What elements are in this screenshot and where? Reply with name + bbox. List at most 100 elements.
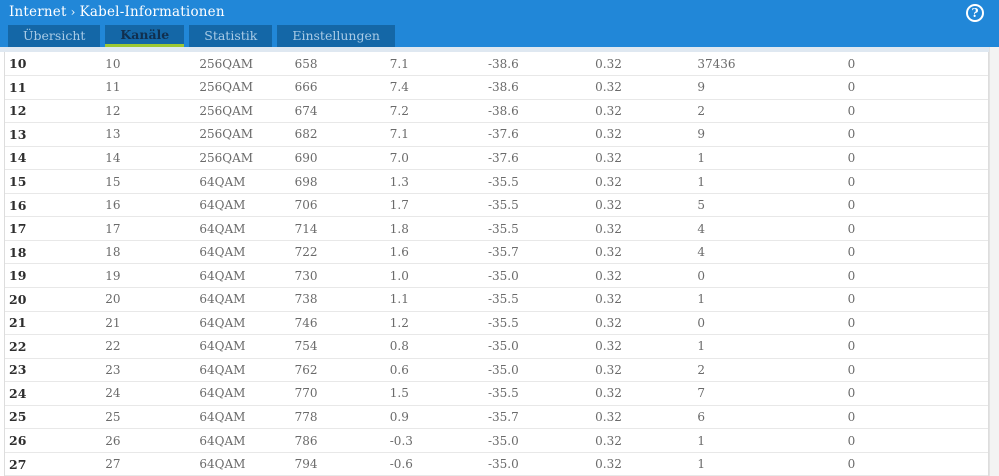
cell-frequency: 674 (290, 99, 386, 124)
cell-errors_correctable: 1 (693, 146, 844, 171)
cell-frequency: 770 (290, 381, 386, 406)
table-row: 19 19 64QAM 730 1.0 -35.0 0.32 0 0 (5, 263, 988, 288)
cell-latency: 0.32 (591, 122, 694, 147)
cell-frequency: 682 (290, 122, 386, 147)
cell-errors_correctable: 1 (693, 287, 844, 312)
cell-power: 1.6 (385, 240, 484, 265)
cell-channel_id: 22 (101, 334, 196, 359)
cell-mse: -38.6 (483, 52, 592, 77)
cell-channel: 12 (5, 99, 102, 124)
cell-modulation: 64QAM (195, 334, 291, 359)
cell-errors_correctable: 1 (693, 169, 844, 194)
cell-errors_uncorrectable: 0 (843, 311, 988, 336)
cell-channel_id: 23 (101, 358, 196, 383)
cell-errors_uncorrectable: 0 (843, 405, 988, 430)
cell-mse: -35.0 (483, 428, 592, 453)
app-header: Internet › Kabel-Informationen ? Übersicht… (0, 0, 999, 47)
cell-modulation: 64QAM (195, 405, 291, 430)
cell-power: 0.6 (385, 358, 484, 383)
cell-modulation: 64QAM (195, 193, 291, 218)
cell-errors_uncorrectable: 0 (843, 452, 988, 476)
cell-latency: 0.32 (591, 193, 694, 218)
cell-power: 1.7 (385, 193, 484, 218)
cell-mse: -35.5 (483, 381, 592, 406)
cell-channel_id: 16 (101, 193, 196, 218)
table-header-edge (0, 47, 989, 52)
tab-uebersicht[interactable]: Übersicht (8, 25, 101, 47)
cell-mse: -35.5 (483, 311, 592, 336)
table-row: 16 16 64QAM 706 1.7 -35.5 0.32 5 0 (5, 193, 988, 218)
cell-latency: 0.32 (591, 169, 694, 194)
cell-latency: 0.32 (591, 75, 694, 100)
table-row: 27 27 64QAM 794 -0.6 -35.0 0.32 1 0 (5, 452, 988, 476)
cell-latency: 0.32 (591, 381, 694, 406)
cell-modulation: 64QAM (195, 263, 291, 288)
cell-errors_correctable: 9 (693, 122, 844, 147)
cell-errors_uncorrectable: 0 (843, 75, 988, 100)
channel-table-body: 10 10 256QAM 658 7.1 -38.6 0.32 37436 0 11 11 256QA… (5, 52, 988, 476)
cell-channel: 15 (5, 169, 102, 194)
cell-channel: 11 (5, 75, 102, 100)
cell-frequency: 698 (290, 169, 386, 194)
cell-power: 7.2 (385, 99, 484, 124)
cell-channel_id: 26 (101, 428, 196, 453)
table-row: 23 23 64QAM 762 0.6 -35.0 0.32 2 0 (5, 358, 988, 383)
cell-modulation: 256QAM (195, 75, 291, 100)
cell-modulation: 256QAM (195, 146, 291, 171)
cell-errors_correctable: 1 (693, 428, 844, 453)
cell-errors_correctable: 6 (693, 405, 844, 430)
channel-table-container: 10 10 256QAM 658 7.1 -38.6 0.32 37436 0 11 11 256QA… (4, 52, 989, 476)
cell-errors_uncorrectable: 0 (843, 193, 988, 218)
cell-errors_correctable: 5 (693, 193, 844, 218)
cell-channel: 13 (5, 122, 102, 147)
cell-channel: 17 (5, 216, 102, 241)
tab-einstellungen[interactable]: Einstellungen (277, 25, 395, 47)
cell-modulation: 256QAM (195, 52, 291, 77)
cell-channel_id: 14 (101, 146, 196, 171)
cell-channel: 21 (5, 311, 102, 336)
cell-power: 7.1 (385, 52, 484, 77)
cell-errors_uncorrectable: 0 (843, 263, 988, 288)
cell-errors_uncorrectable: 0 (843, 146, 988, 171)
breadcrumb-internet[interactable]: Internet (9, 4, 67, 20)
tab-kanaele[interactable]: Kanäle (105, 25, 185, 47)
cell-power: 0.8 (385, 334, 484, 359)
cell-frequency: 666 (290, 75, 386, 100)
table-row: 22 22 64QAM 754 0.8 -35.0 0.32 1 0 (5, 334, 988, 359)
cell-power: 1.8 (385, 216, 484, 241)
table-row: 13 13 256QAM 682 7.1 -37.6 0.32 9 0 (5, 122, 988, 147)
cell-frequency: 746 (290, 311, 386, 336)
cell-mse: -35.0 (483, 358, 592, 383)
cell-channel: 16 (5, 193, 102, 218)
cell-mse: -35.0 (483, 452, 592, 476)
cell-channel: 14 (5, 146, 102, 171)
cell-channel_id: 15 (101, 169, 196, 194)
cell-power: 1.2 (385, 311, 484, 336)
cell-latency: 0.32 (591, 334, 694, 359)
cell-errors_correctable: 9 (693, 75, 844, 100)
cell-mse: -38.6 (483, 75, 592, 100)
cell-modulation: 64QAM (195, 428, 291, 453)
cell-frequency: 778 (290, 405, 386, 430)
cell-latency: 0.32 (591, 311, 694, 336)
table-row: 14 14 256QAM 690 7.0 -37.6 0.32 1 0 (5, 146, 988, 171)
cell-errors_correctable: 4 (693, 240, 844, 265)
cell-power: 1.5 (385, 381, 484, 406)
table-row: 20 20 64QAM 738 1.1 -35.5 0.32 1 0 (5, 287, 988, 312)
cell-mse: -35.5 (483, 216, 592, 241)
cell-frequency: 754 (290, 334, 386, 359)
cell-channel_id: 17 (101, 216, 196, 241)
cell-mse: -35.7 (483, 240, 592, 265)
table-row: 17 17 64QAM 714 1.8 -35.5 0.32 4 0 (5, 216, 988, 241)
cell-mse: -38.6 (483, 99, 592, 124)
cell-latency: 0.32 (591, 263, 694, 288)
vertical-scrollbar[interactable] (989, 47, 999, 476)
cell-modulation: 256QAM (195, 99, 291, 124)
cell-modulation: 256QAM (195, 122, 291, 147)
cell-errors_uncorrectable: 0 (843, 240, 988, 265)
cell-frequency: 794 (290, 452, 386, 476)
help-icon[interactable]: ? (966, 4, 984, 22)
cell-modulation: 64QAM (195, 452, 291, 476)
tab-statistik[interactable]: Statistik (189, 25, 273, 47)
cell-channel: 18 (5, 240, 102, 265)
